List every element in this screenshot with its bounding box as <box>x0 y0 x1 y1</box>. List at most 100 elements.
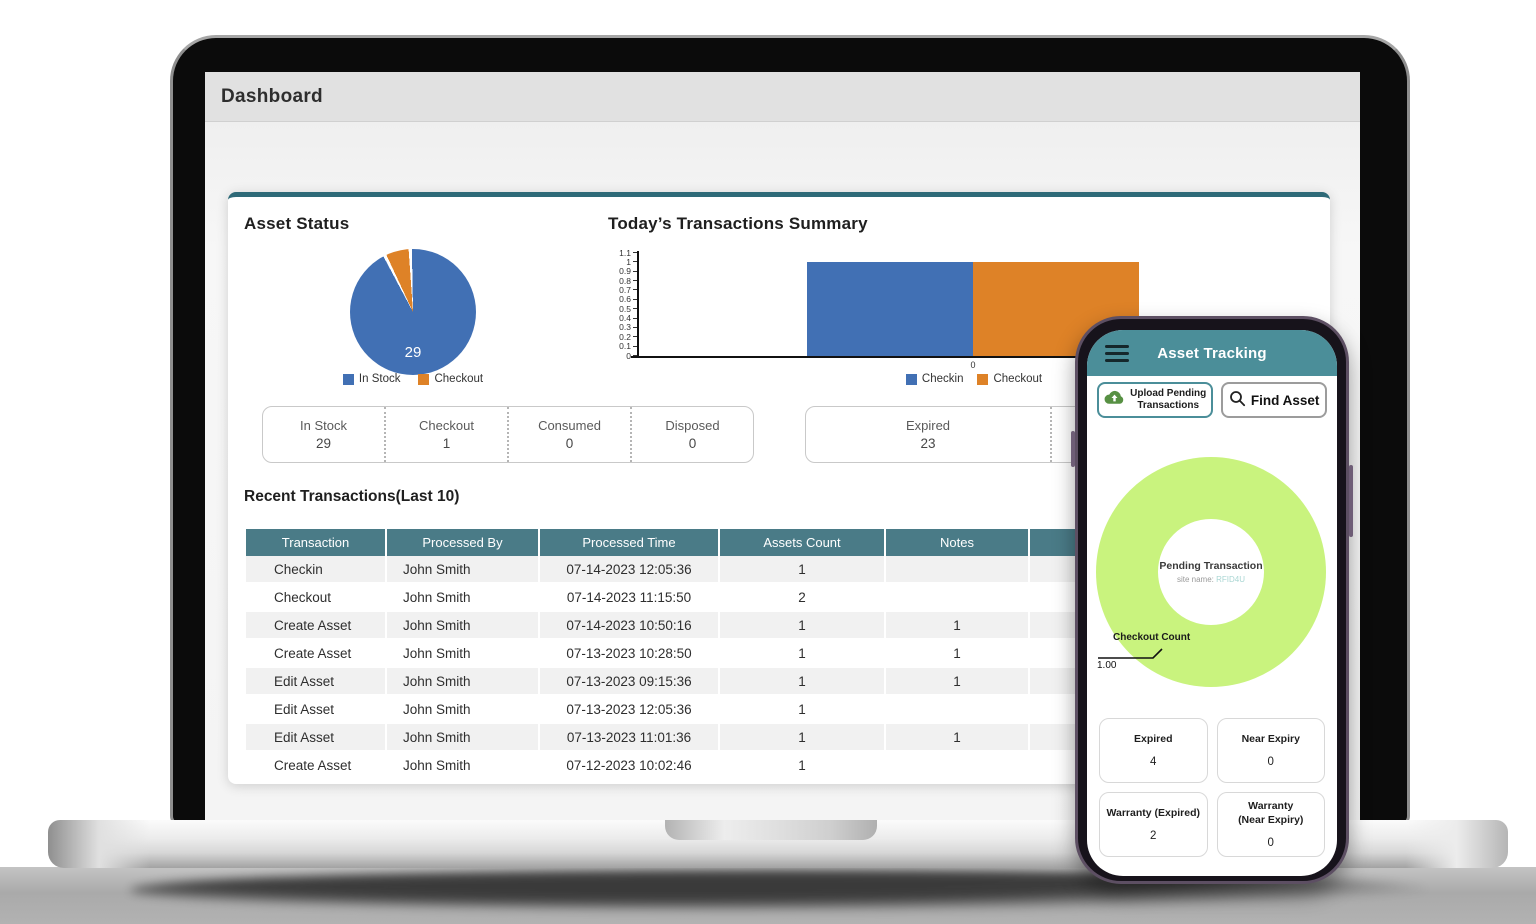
table-cell: 07-13-2023 12:05:36 <box>540 696 720 724</box>
table-cell: Edit Asset <box>246 696 387 724</box>
x-axis-line <box>631 356 1315 358</box>
donut-callout-label: Checkout Count <box>1113 632 1191 643</box>
table-header-row: Transaction Processed By Processed Time Ass… <box>246 529 1312 556</box>
phone-stat-card: Warranty (Expired) 2 <box>1099 792 1208 857</box>
hamburger-menu-icon[interactable] <box>1105 344 1129 362</box>
table-cell: John Smith <box>387 696 540 724</box>
y-tick-mark <box>633 355 637 356</box>
dashboard-header-bar: Dashboard <box>205 72 1360 122</box>
donut-center: Pending Transaction site name: RFID4U <box>1158 519 1264 625</box>
table-cell: Checkin <box>246 556 387 584</box>
table-cell: 07-13-2023 09:15:36 <box>540 668 720 696</box>
stat-card-label: Near Expiry <box>1241 732 1300 745</box>
table-cell: 07-14-2023 10:50:16 <box>540 612 720 640</box>
summary-value: 29 <box>315 436 332 451</box>
upload-pending-transactions-button[interactable]: Upload Pending Transactions <box>1097 382 1214 418</box>
summary-segment: Checkout 1 <box>384 407 507 462</box>
y-tick-mark <box>633 261 637 263</box>
table-cell: 1 <box>720 724 886 752</box>
column-header: Assets Count <box>720 529 886 556</box>
summary-label: In Stock <box>300 418 347 433</box>
summary-label: Consumed <box>538 418 601 433</box>
y-tick-mark <box>633 298 637 300</box>
phone-frame: Asset Tracking Upload Pending Transactio… <box>1071 316 1353 884</box>
pending-transactions-donut: Pending Transaction site name: RFID4U <box>1096 457 1326 687</box>
transactions-table: Transaction Processed By Processed Time Ass… <box>246 529 1312 780</box>
summary-value: 0 <box>688 436 697 451</box>
table-cell <box>886 556 1030 584</box>
table-cell: John Smith <box>387 752 540 780</box>
upload-button-label: Upload Pending Transactions <box>1130 388 1207 411</box>
stat-card-value: 0 <box>1267 836 1274 849</box>
table-cell: 1 <box>720 612 886 640</box>
legend-swatch <box>905 373 917 385</box>
bar-legend: Checkin Checkout <box>824 373 1124 385</box>
table-cell: 07-14-2023 12:05:36 <box>540 556 720 584</box>
table-cell: Create Asset <box>246 640 387 668</box>
table-cell: 1 <box>720 752 886 780</box>
table-cell: 1 <box>720 640 886 668</box>
legend-label: In Stock <box>358 373 401 385</box>
summary-segment: Consumed 0 <box>507 407 630 462</box>
table-cell: 07-14-2023 11:15:50 <box>540 584 720 612</box>
table-cell: 1 <box>886 640 1030 668</box>
cloud-upload-icon <box>1104 390 1125 411</box>
phone-app-title: Asset Tracking <box>1157 344 1267 362</box>
table-cell <box>886 696 1030 724</box>
table-cell: 1 <box>720 696 886 724</box>
search-icon <box>1229 390 1246 410</box>
summary-value: 23 <box>920 436 936 451</box>
table-cell: John Smith <box>387 724 540 752</box>
summary-segment: Disposed 0 <box>630 407 753 462</box>
table-cell: John Smith <box>387 556 540 584</box>
phone-screen: Asset Tracking Upload Pending Transactio… <box>1087 330 1337 876</box>
stat-card-label: Warranty (Near Expiry) <box>1238 800 1304 826</box>
column-header: Notes <box>886 529 1030 556</box>
legend-label: Checkout <box>434 373 484 385</box>
phone-stat-card: Near Expiry 0 <box>1216 718 1325 783</box>
table-cell: Checkout <box>246 584 387 612</box>
donut-callout-line <box>1097 645 1171 666</box>
y-tick-mark <box>633 326 637 328</box>
table-cell: 1 <box>886 668 1030 696</box>
table-cell: 2 <box>720 584 886 612</box>
legend-swatch <box>418 373 430 385</box>
summary-card: In Stock 29 Checkout 1 Consumed 0 Disposed 0 <box>262 406 754 463</box>
stat-card-value: 2 <box>1150 830 1157 843</box>
column-header: Processed By <box>387 529 540 556</box>
site-name-value: RFID4U <box>1216 575 1246 584</box>
site-name-label: site name: <box>1176 575 1214 584</box>
asset-status-heading: Asset Status <box>244 214 350 233</box>
summary-segment: Expired 23 <box>806 407 1050 462</box>
y-tick-label: 0 <box>626 350 631 361</box>
x-tick-label: 0 <box>970 360 976 370</box>
y-tick-mark <box>633 252 637 253</box>
donut-center-title: Pending Transaction <box>1159 560 1263 572</box>
y-tick-label: 1.1 <box>619 247 631 258</box>
find-button-label: Find Asset <box>1250 392 1320 408</box>
legend-item: Checkout <box>977 373 1042 385</box>
phone-action-row: Upload Pending Transactions Find Asset <box>1097 382 1327 418</box>
table-cell: Create Asset <box>246 752 387 780</box>
column-header: Processed Time <box>540 529 720 556</box>
donut-center-subtitle: site name: RFID4U <box>1177 575 1245 584</box>
phone-stat-grid: Expired 4 Near Expiry 0 Warranty (Expired) 2 W… <box>1099 718 1325 857</box>
y-tick-mark <box>633 336 637 338</box>
y-tick-mark <box>633 308 637 310</box>
summary-segment <box>1050 407 1296 462</box>
donut-callout-value: 1.00 <box>1097 660 1117 671</box>
bars <box>807 262 1139 356</box>
phone-stat-card: Expired 4 <box>1099 718 1208 783</box>
summary-label: Expired <box>905 418 951 433</box>
y-tick-label: 0.7 <box>619 284 631 295</box>
table-cell: 07-13-2023 10:28:50 <box>540 640 720 668</box>
table-cell: John Smith <box>387 584 540 612</box>
summary-segment: In Stock 29 <box>263 407 384 462</box>
legend-label: Checkout <box>993 373 1043 385</box>
laptop-base-notch <box>665 820 877 840</box>
phone-volume-button <box>1071 431 1075 467</box>
table-cell: John Smith <box>387 668 540 696</box>
page-title: Dashboard <box>221 85 323 107</box>
find-asset-button[interactable]: Find Asset <box>1221 382 1327 418</box>
